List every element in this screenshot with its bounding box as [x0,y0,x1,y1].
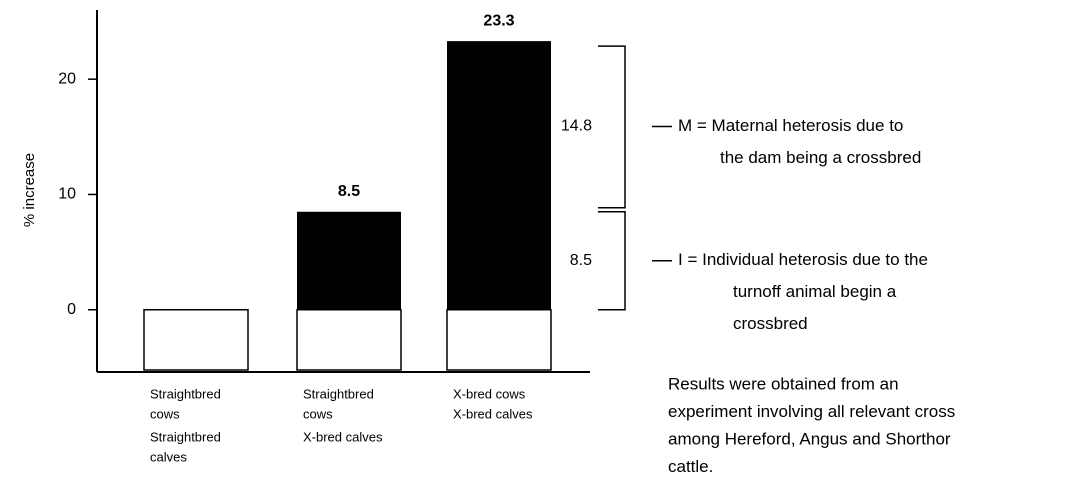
y-axis-label: % increase [21,153,38,227]
y-tick-label: 20 [58,70,76,87]
data-label: 23.3 [483,12,514,29]
bracket-legend: I = Individual heterosis due to the [678,250,928,269]
x-tick-label: Straightbred [303,386,374,401]
bar [297,211,401,310]
bracket-label: 8.5 [570,252,592,269]
note: among Hereford, Angus and Shorthor [668,429,951,448]
bracket-legend: M = Maternal heterosis due to [678,116,903,135]
x-tick-label: Straightbred [150,429,221,444]
bracket [598,45,626,209]
x-tick-label: X-bred calves [453,406,533,421]
bar-base [446,308,552,371]
x-tick-label: Straightbred [150,386,221,401]
bracket [598,211,626,311]
bar [447,41,551,310]
bar-base [143,308,249,371]
data-label: 8.5 [338,183,360,200]
note: Results were obtained from an [668,374,899,393]
x-tick-label: X-bred calves [303,429,383,444]
x-tick-label: cows [150,406,180,421]
note: experiment involving all relevant cross [668,402,955,421]
note: cattle. [668,457,713,476]
x-tick-label: X-bred cows [453,386,526,401]
x-tick-label: calves [150,449,187,464]
bracket-legend: the dam being a crossbred [720,148,921,167]
y-tick-label: 10 [58,186,76,203]
bracket-label: 14.8 [561,118,592,135]
bar-base [296,308,402,371]
bracket-legend: turnoff animal begin a [733,282,897,301]
bracket-legend: crossbred [733,314,808,333]
y-tick-label: 0 [67,301,76,318]
x-tick-label: cows [303,406,333,421]
